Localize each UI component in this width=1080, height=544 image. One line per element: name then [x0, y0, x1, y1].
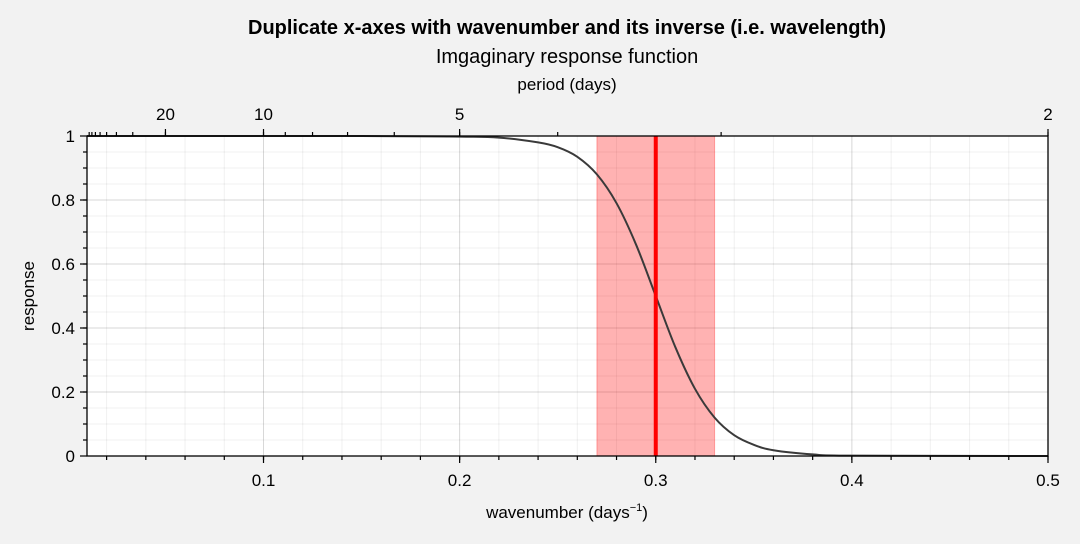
x-tick-label: 0.4	[840, 471, 864, 490]
top-tick-label: 10	[254, 105, 273, 124]
ticks	[80, 129, 1049, 463]
y-tick-label: 1	[66, 127, 75, 146]
x-tick-label: 0.5	[1036, 471, 1060, 490]
x-axis-label: wavenumber (days−1)	[485, 502, 648, 522]
y-tick-label: 0.8	[51, 191, 75, 210]
chart-suptitle: Duplicate x-axes with wavenumber and its…	[248, 17, 886, 39]
x-tick-label: 0.2	[448, 471, 472, 490]
y-axis-label: response	[19, 261, 38, 331]
grid	[87, 135, 1049, 457]
top-tick-label: 20	[156, 105, 175, 124]
x-axis-label-superscript: −1	[630, 502, 643, 514]
y-tick-label: 0.2	[51, 383, 75, 402]
top-tick-label: 5	[455, 105, 464, 124]
x-tick-label: 0.1	[252, 471, 276, 490]
top-axis-label: period (days)	[517, 75, 616, 94]
plot-background	[87, 136, 1048, 456]
y-tick-label: 0.6	[51, 255, 75, 274]
chart-title: Imgaginary response function	[436, 46, 698, 68]
tick-labels: 0.1 0.2 0.3 0.4 0.5 0 0.2 0.4 0.6 0.8 1 20 10 5 2	[51, 105, 1059, 490]
response-curve	[86, 134, 1049, 457]
top-tick-label: 2	[1043, 105, 1052, 124]
y-tick-label: 0	[66, 447, 75, 466]
plot-area	[80, 129, 1049, 463]
x-tick-label: 0.3	[644, 471, 668, 490]
y-tick-label: 0.4	[51, 319, 75, 338]
